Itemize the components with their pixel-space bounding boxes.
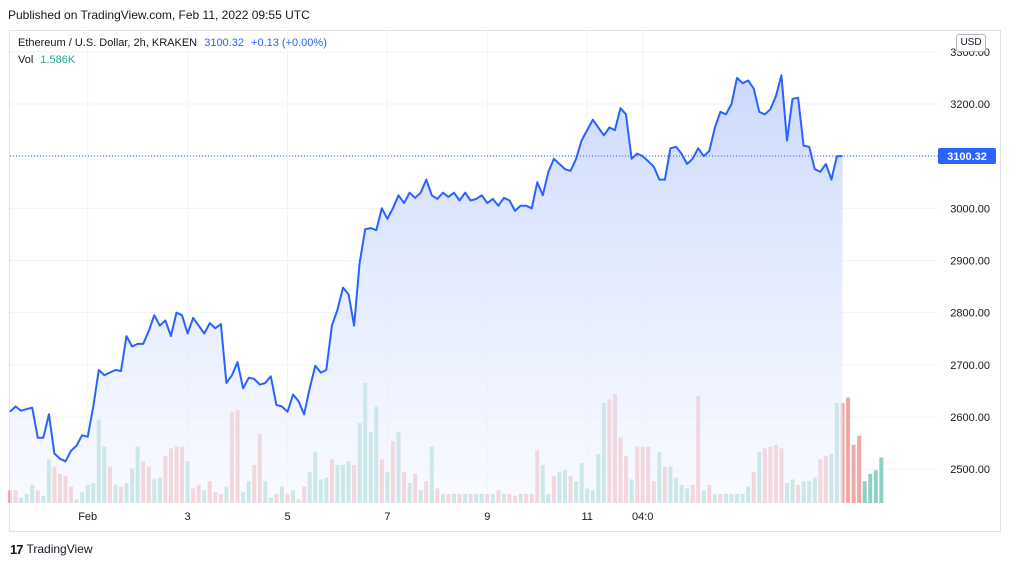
y-tick-label: 2500.00 [950,464,990,476]
x-tick-label: Feb [78,511,97,523]
volume-bar [862,481,867,503]
published-caption: Published on TradingView.com, Feb 11, 20… [8,8,310,22]
y-tick-label: 3200.00 [950,99,990,111]
y-tick-label: 2800.00 [950,308,990,320]
time-axis[interactable]: Feb 3 5 7 9 11 04:0 [78,511,653,523]
volume-bar [868,473,873,503]
y-tick-label: 3000.00 [950,203,990,215]
last-price-box [938,148,996,165]
price-area-fill [10,75,843,504]
x-tick-label: 7 [384,511,390,523]
volume-value: 1.586K [40,54,76,66]
x-tick-label: 3 [185,511,191,523]
chart-legend: Ethereum / U.S. Dollar, 2h, KRAKEN 3100.… [18,35,327,69]
volume-bar [846,397,851,503]
y-tick-label: 2900.00 [950,255,990,267]
x-tick-label: 04:0 [632,511,653,523]
x-tick-label: 9 [484,511,490,523]
price-axis[interactable]: 2500.00 2600.00 2700.00 2800.00 2900.00 3000.… [950,47,990,476]
last-value: 3100.32 [204,37,244,49]
x-tick-label: 11 [581,511,592,523]
last-price-label: 3100.32 [938,148,996,165]
volume-bar [857,435,862,503]
x-tick-label: 5 [284,511,290,523]
footer-branding[interactable]: 17 TradingView [10,540,93,558]
volume-bar [851,444,856,503]
volume-label: Vol [18,54,34,66]
symbol-title[interactable]: Ethereum / U.S. Dollar, 2h, KRAKEN [18,37,198,49]
last-price-text: 3100.32 [947,151,987,163]
change-value: +0.13 (+0.00%) [251,37,327,49]
brand-name: TradingView [26,542,93,556]
tradingview-logo-icon: 17 [10,541,24,557]
currency-button[interactable]: USD [956,34,986,52]
volume-bar [873,470,878,503]
chart-frame [9,30,1001,532]
y-tick-label: 2600.00 [950,412,990,424]
volume-bar [879,457,884,503]
y-tick-label: 2700.00 [950,360,990,372]
